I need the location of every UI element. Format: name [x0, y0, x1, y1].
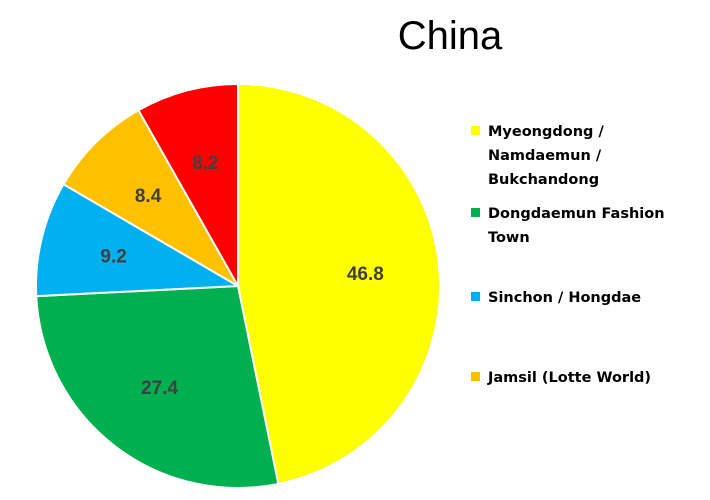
- legend-swatch: [471, 208, 480, 217]
- slice-value-label-3: 9.2: [100, 247, 126, 268]
- slice-value-label-5: 8.2: [192, 153, 218, 174]
- legend-swatch: [471, 292, 480, 301]
- pie-slice-4: [62, 108, 241, 289]
- legend-swatch: [471, 372, 480, 381]
- legend-label: Sinchon / Hongdae: [488, 290, 642, 306]
- legend-label: Jamsil (Lotte World): [488, 370, 652, 386]
- slice-value-label-4: 8.4: [135, 186, 162, 207]
- legend-item-sinchon-hongdae: Sinchon / Hongdae: [471, 286, 683, 310]
- legend-item-jamsil-lotte-world: Jamsil (Lotte World): [471, 366, 683, 390]
- chart-title: China: [397, 14, 503, 58]
- legend-item-myeongdong-namdaemun-bukchandong: Myeongdong / Namdaemun / Bukchandong: [471, 120, 683, 192]
- pie-slice-5: [137, 82, 239, 290]
- pie-slice-1: [237, 82, 441, 486]
- slice-value-label-1: 46.8: [347, 264, 384, 285]
- pie-slice-3: [35, 182, 242, 298]
- slice-value-label-2: 27.4: [141, 378, 178, 399]
- pie-slice-2: [35, 284, 280, 489]
- legend-item-dongdaemun-fashion-town: Dongdaemun Fashion Town: [471, 202, 683, 250]
- legend-label: Myeongdong / Namdaemun / Bukchandong: [488, 124, 604, 188]
- legend-swatch: [471, 126, 480, 135]
- legend-label: Dongdaemun Fashion Town: [488, 206, 665, 246]
